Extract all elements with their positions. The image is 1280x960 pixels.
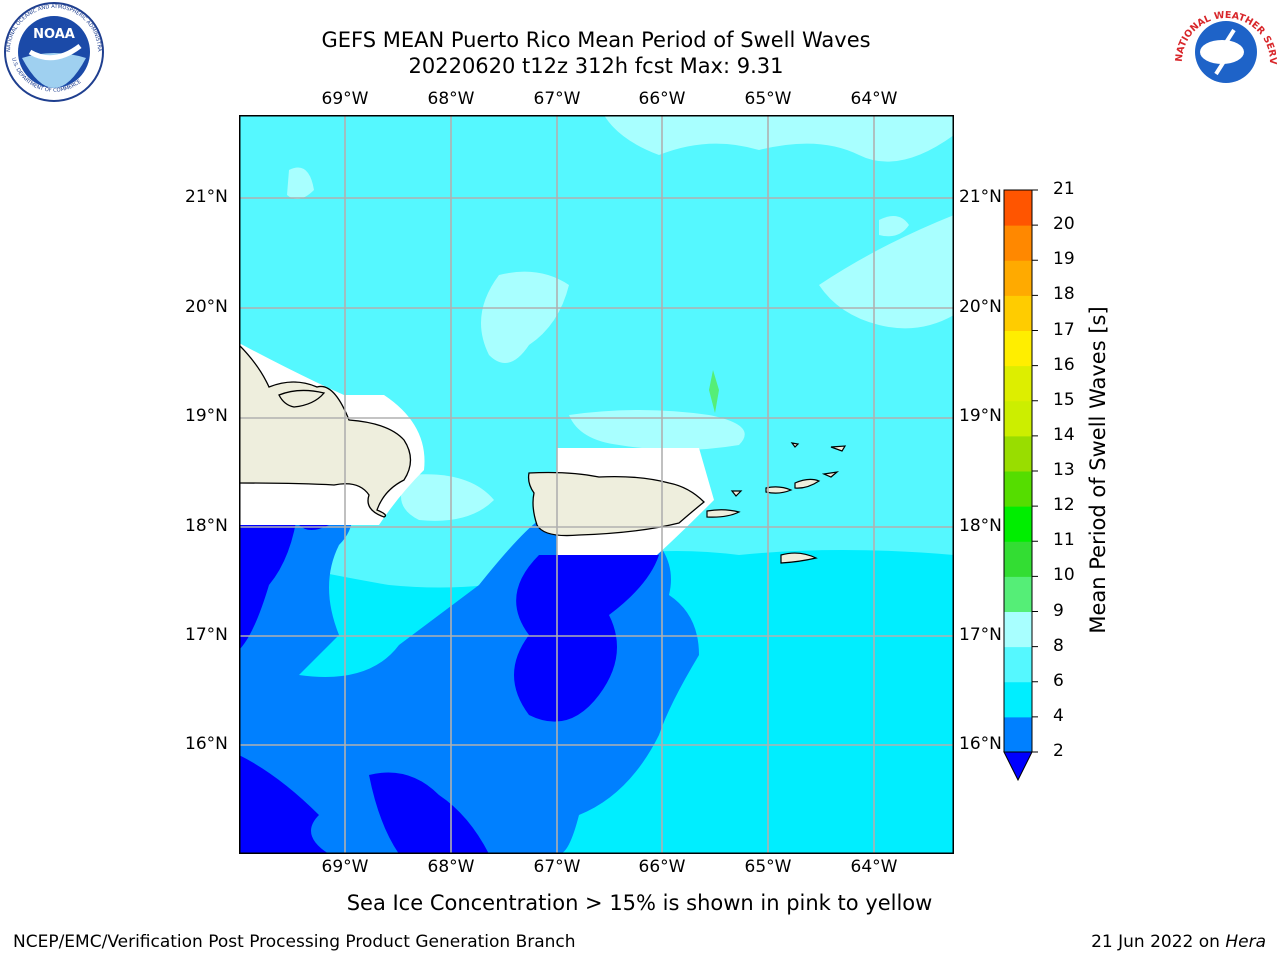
lat-label-right: 16°N [959, 734, 1002, 754]
colorbar-tick-label: 10 [1053, 565, 1075, 586]
colorbar-tick-label: 14 [1053, 424, 1075, 445]
colorbar-segment [1004, 190, 1032, 226]
lon-label-top: 65°W [744, 89, 792, 109]
colorbar-segment [1004, 716, 1032, 753]
noaa-logo: NOAA NATIONAL OCEANIC AND ATMOSPHERIC AD… [0, 0, 104, 102]
contour-8-9 [287, 115, 954, 521]
contour-9-10 [709, 370, 719, 413]
lon-label-top: 67°W [533, 89, 581, 109]
sea-ice-note: Sea Ice Concentration > 15% is shown in … [346, 891, 933, 915]
colorbar-segment [1004, 295, 1032, 331]
footer-date: 21 Jun 2022 on Hera [1091, 932, 1266, 952]
colorbar-tick-label: 21 [1053, 179, 1075, 199]
colorbar-segment [1004, 365, 1032, 402]
colorbar-segment [1004, 541, 1032, 577]
colorbar-segment [1004, 681, 1032, 718]
land-puerto-rico [527, 471, 705, 537]
lon-label-bottom: 65°W [744, 857, 792, 877]
lon-label-top: 64°W [850, 89, 898, 109]
lat-label-right: 21°N [959, 187, 1002, 207]
colorbar-tick-label: 20 [1053, 214, 1075, 235]
lon-label-bottom: 68°W [427, 857, 475, 877]
contour-lt-2 [239, 500, 299, 650]
lat-label-left: 17°N [185, 625, 228, 645]
colorbar-label: Mean Period of Swell Waves [s] [1086, 306, 1110, 634]
colorbar-extend-arrow [1003, 751, 1033, 782]
colorbar-segment [1004, 260, 1032, 296]
lon-label-bottom: 67°W [533, 857, 581, 877]
lat-label-left: 20°N [185, 297, 228, 317]
footer-credit: NCEP/EMC/Verification Post Processing Pr… [13, 932, 576, 952]
colorbar-segment [1004, 471, 1032, 507]
noaa-text: NOAA [33, 27, 75, 42]
lat-label-right: 19°N [959, 406, 1002, 426]
colorbar-segment [1004, 611, 1032, 648]
colorbar-segment [1004, 435, 1032, 472]
footer-machine: Hera [1225, 932, 1266, 952]
colorbar-tick-label: 9 [1053, 600, 1064, 621]
colorbar-tick-label: 13 [1053, 460, 1075, 480]
map-gridlines [239, 115, 954, 854]
colorbar-tick-label: 12 [1053, 495, 1075, 516]
colorbar-segment [1004, 225, 1032, 261]
map-subtitle: 20220620 t12z 312h fcst Max: 9.31 [408, 54, 784, 78]
colorbar-segment [1004, 576, 1032, 612]
lat-label-right: 18°N [959, 516, 1002, 536]
land-virgin-islands [706, 442, 847, 564]
lat-label-left: 18°N [185, 516, 228, 536]
colorbar-tick-label: 15 [1053, 389, 1075, 410]
colorbar-tick-label: 2 [1053, 741, 1064, 761]
lon-label-bottom: 69°W [321, 857, 369, 877]
nws-logo: NATIONAL WEATHER SERVICE [1172, 0, 1278, 99]
colorbar-tick-label: 19 [1053, 249, 1075, 270]
lat-label-right: 20°N [959, 297, 1002, 317]
colorbar-segment [1004, 330, 1032, 367]
land-hispaniola [239, 344, 412, 518]
footer-date-text: 21 Jun 2022 on [1091, 932, 1226, 952]
lat-label-left: 19°N [185, 406, 228, 426]
colorbar-tick-label: 18 [1053, 284, 1075, 305]
lon-label-top: 66°W [638, 89, 686, 109]
colorbar-tick-label: 11 [1053, 530, 1075, 551]
colorbar-tick-label: 17 [1053, 319, 1075, 340]
lon-label-top: 68°W [427, 89, 475, 109]
map-panel [239, 115, 954, 854]
colorbar-tick-label: 4 [1053, 705, 1064, 726]
lat-label-right: 17°N [959, 625, 1002, 645]
colorbar [1003, 189, 1038, 782]
lon-label-top: 69°W [321, 89, 369, 109]
colorbar-tick-label: 8 [1053, 635, 1064, 656]
lat-label-left: 16°N [185, 734, 228, 754]
colorbar-segment [1004, 646, 1032, 683]
colorbar-segment [1004, 400, 1032, 437]
lon-label-bottom: 66°W [638, 857, 686, 877]
colorbar-segment [1004, 506, 1032, 542]
map-title: GEFS MEAN Puerto Rico Mean Period of Swe… [321, 28, 871, 52]
lon-label-bottom: 64°W [850, 857, 898, 877]
colorbar-tick-label: 16 [1053, 354, 1075, 375]
lat-label-left: 21°N [185, 187, 228, 207]
colorbar-tick-label: 6 [1053, 670, 1064, 691]
